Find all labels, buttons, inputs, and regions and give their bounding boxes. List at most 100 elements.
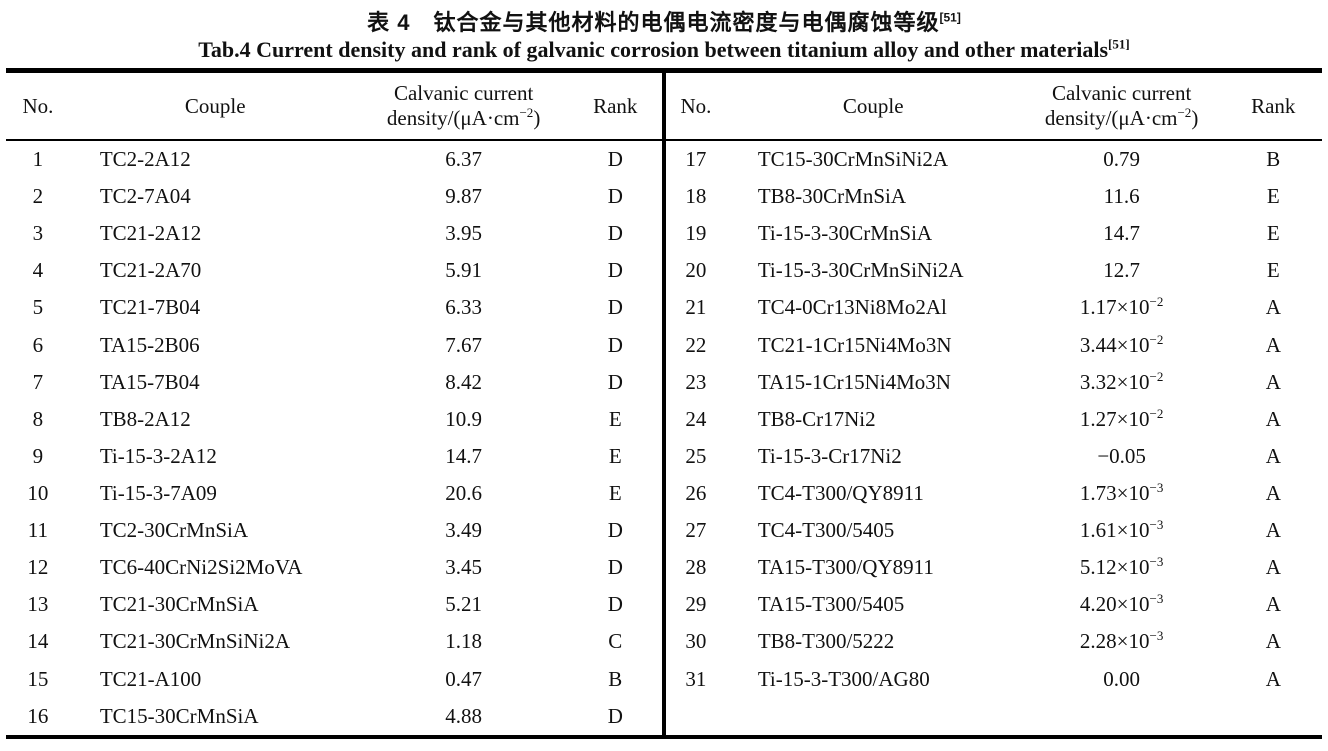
row-no: 13 — [27, 592, 49, 617]
row-density: 5.12×10−3 — [1079, 554, 1164, 580]
row-couple: TC21-7B04 — [99, 295, 201, 320]
row-no: 21 — [685, 295, 707, 320]
row-density: 5.21 — [445, 592, 482, 617]
table-row: 10 Ti-15-3-7A09 20.6 E — [6, 475, 664, 512]
row-density: 1.73×10−3 — [1079, 480, 1164, 506]
row-rank: A — [1265, 592, 1281, 617]
row-couple: TB8-Cr17Ni2 — [757, 406, 876, 431]
row-no: 16 — [27, 703, 49, 728]
row-no: 19 — [685, 221, 707, 246]
row-no: 5 — [32, 295, 44, 320]
row-density: 1.18 — [445, 629, 482, 654]
table-row: 22 TC21-1Cr15Ni4Mo3N 3.44×10−2 A — [664, 327, 1322, 364]
row-no: 27 — [685, 518, 707, 543]
row-couple: TA15-2B06 — [99, 332, 200, 357]
row-couple: TC21-30CrMnSiA — [99, 592, 259, 617]
column-header-density-line1: Calvanic current — [1051, 81, 1192, 105]
row-no: 7 — [32, 369, 44, 394]
column-header-density: Calvanic current density/(μA·cm−2) — [361, 81, 567, 131]
citation-ref-english: [51] — [1108, 36, 1130, 52]
row-rank: E — [608, 406, 622, 431]
row-no: 28 — [685, 555, 707, 580]
column-header-density-line2: density/(μA·cm−2) — [1044, 105, 1199, 130]
row-no: 15 — [27, 666, 49, 691]
table-row: 8 TB8-2A12 10.9 E — [6, 401, 664, 438]
row-no: 23 — [685, 369, 707, 394]
row-density: 11.6 — [1103, 184, 1140, 209]
row-couple: TC4-T300/QY8911 — [757, 481, 924, 506]
row-density: 4.20×10−3 — [1079, 591, 1164, 617]
table-header-right-half: No. Couple Calvanic current density/(μA·… — [664, 73, 1322, 139]
row-no: 9 — [32, 443, 44, 468]
row-no: 31 — [685, 666, 707, 691]
row-couple: Ti-15-3-7A09 — [99, 481, 217, 506]
table-row: 30 TB8-T300/5222 2.28×10−3 A — [664, 623, 1322, 660]
row-rank: A — [1265, 666, 1281, 691]
row-rank: B — [1266, 147, 1281, 172]
table-row: 28 TA15-T300/QY8911 5.12×10−3 A — [664, 549, 1322, 586]
row-rank: B — [608, 666, 623, 691]
row-density: 3.49 — [445, 518, 482, 543]
table-row: 12 TC6-40CrNi2Si2MoVA 3.45 D — [6, 549, 664, 586]
row-rank: E — [1266, 221, 1280, 246]
row-couple: Ti-15-3-30CrMnSiA — [757, 221, 933, 246]
row-density: 9.87 — [445, 184, 482, 209]
row-rank: D — [607, 555, 623, 580]
row-couple: TC15-30CrMnSiA — [99, 703, 259, 728]
table-row: 27 TC4-T300/5405 1.61×10−3 A — [664, 512, 1322, 549]
row-density: 12.7 — [1103, 258, 1140, 283]
table-row: 15 TC21-A100 0.47 B — [6, 661, 664, 698]
column-header-density: Calvanic current density/(μA·cm−2) — [1019, 81, 1225, 131]
table-row: 23 TA15-1Cr15Ni4Mo3N 3.32×10−2 A — [664, 364, 1322, 401]
table-row: 31 Ti-15-3-T300/AG80 0.00 A — [664, 661, 1322, 698]
row-no: 2 — [32, 184, 44, 209]
row-no: 22 — [685, 332, 707, 357]
row-density: 6.33 — [445, 295, 482, 320]
row-density: 1.17×10−2 — [1079, 294, 1164, 320]
row-couple: TA15-7B04 — [99, 369, 200, 394]
row-rank: A — [1265, 332, 1281, 357]
row-rank: A — [1265, 555, 1281, 580]
row-density: 7.67 — [445, 332, 482, 357]
table-title-english-text: Tab.4 Current density and rank of galvan… — [198, 37, 1109, 62]
row-rank: A — [1265, 629, 1281, 654]
column-header-couple: Couple — [842, 93, 904, 118]
column-header-density-line1: Calvanic current — [393, 81, 534, 105]
table-row: 17 TC15-30CrMnSiNi2A 0.79 B — [664, 141, 1322, 178]
row-rank: E — [1266, 184, 1280, 209]
row-couple: TC21-A100 — [99, 666, 202, 691]
row-rank: D — [607, 518, 623, 543]
row-couple: TB8-T300/5222 — [757, 629, 895, 654]
row-rank: D — [607, 221, 623, 246]
row-no: 14 — [27, 629, 49, 654]
table-caption-block: 表 4 钛合金与其他材料的电偶电流密度与电偶腐蚀等级[51] Tab.4 Cur… — [0, 9, 1328, 63]
row-density: 10.9 — [445, 406, 482, 431]
table-row: 1 TC2-2A12 6.37 D — [6, 141, 664, 178]
column-header-no: No. — [22, 93, 54, 118]
row-density: 20.6 — [445, 481, 482, 506]
row-rank: D — [607, 592, 623, 617]
row-no: 20 — [685, 258, 707, 283]
row-couple: TC21-1Cr15Ni4Mo3N — [757, 332, 952, 357]
table-row: 7 TA15-7B04 8.42 D — [6, 364, 664, 401]
row-density: 1.61×10−3 — [1079, 517, 1164, 543]
row-rank: A — [1265, 443, 1281, 468]
row-couple: TC21-2A12 — [99, 221, 202, 246]
row-couple: TA15-T300/5405 — [757, 592, 905, 617]
row-density: 3.95 — [445, 221, 482, 246]
table-title-chinese: 表 4 钛合金与其他材料的电偶电流密度与电偶腐蚀等级[51] — [0, 9, 1328, 36]
table-title-english: Tab.4 Current density and rank of galvan… — [0, 36, 1328, 63]
row-rank: A — [1265, 295, 1281, 320]
table-row: 3 TC21-2A12 3.95 D — [6, 215, 664, 252]
row-couple: TC21-2A70 — [99, 258, 202, 283]
table-row: 2 TC2-7A04 9.87 D — [6, 178, 664, 215]
row-couple: TB8-2A12 — [99, 406, 191, 431]
row-rank: E — [608, 443, 622, 468]
row-rank: A — [1265, 369, 1281, 394]
table-row: 26 TC4-T300/QY8911 1.73×10−3 A — [664, 475, 1322, 512]
table-row: 18 TB8-30CrMnSiA 11.6 E — [664, 178, 1322, 215]
row-rank: C — [608, 629, 623, 654]
row-density: 14.7 — [445, 443, 482, 468]
row-density: 0.00 — [1103, 666, 1140, 691]
table-row: 24 TB8-Cr17Ni2 1.27×10−2 A — [664, 401, 1322, 438]
